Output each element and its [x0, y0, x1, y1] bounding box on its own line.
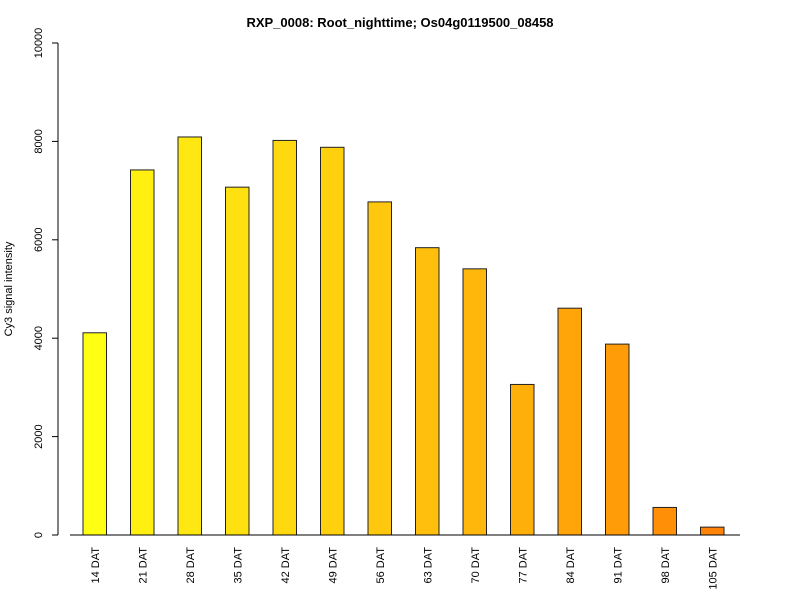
x-tick-label: 63 DAT: [422, 547, 434, 584]
x-tick-labels: 14 DAT 21 DAT 28 DAT 35 DAT 42 DAT 49 DAT 56 D…: [90, 547, 720, 590]
bar: [225, 186, 250, 536]
bar: [415, 247, 440, 536]
bar: [462, 268, 487, 536]
x-tick-label: 84 DAT: [565, 547, 577, 584]
bar: [700, 526, 725, 536]
x-tick-label: 42 DAT: [280, 547, 292, 584]
bar: [177, 136, 202, 536]
y-axis-label: Cy3 signal intensity: [3, 241, 15, 336]
bar: [82, 332, 107, 536]
bar: [557, 307, 582, 536]
y-tick-label: 0: [33, 532, 45, 538]
bar: [320, 146, 345, 536]
x-tick-label: 56 DAT: [375, 547, 387, 584]
chart-title: RXP_0008: Root_nighttime; Os04g0119500_0…: [246, 15, 553, 30]
bar: [652, 506, 677, 536]
bar: [510, 383, 535, 536]
x-tick-label: 77 DAT: [517, 547, 529, 584]
bar: [605, 343, 630, 536]
x-tick-label: 35 DAT: [232, 547, 244, 584]
bar: [272, 139, 297, 536]
y-tick-label: 10000: [33, 28, 45, 59]
bar: [130, 169, 155, 536]
y-axis: 0 2000 4000 6000 8000 10000: [33, 28, 59, 538]
x-tick-label: 70 DAT: [470, 547, 482, 584]
x-tick-label: 105 DAT: [707, 547, 719, 590]
y-tick-label: 6000: [33, 228, 45, 252]
bar: [367, 201, 392, 536]
x-tick-label: 21 DAT: [137, 547, 149, 584]
x-tick-label: 49 DAT: [327, 547, 339, 584]
x-tick-label: 91 DAT: [612, 547, 624, 584]
x-tick-label: 28 DAT: [185, 547, 197, 584]
y-tick-label: 8000: [33, 129, 45, 153]
y-tick-label: 4000: [33, 326, 45, 350]
x-tick-label: 14 DAT: [90, 547, 102, 584]
bars-group: [82, 136, 725, 536]
y-tick-label: 2000: [33, 424, 45, 448]
x-tick-label: 98 DAT: [660, 547, 672, 584]
